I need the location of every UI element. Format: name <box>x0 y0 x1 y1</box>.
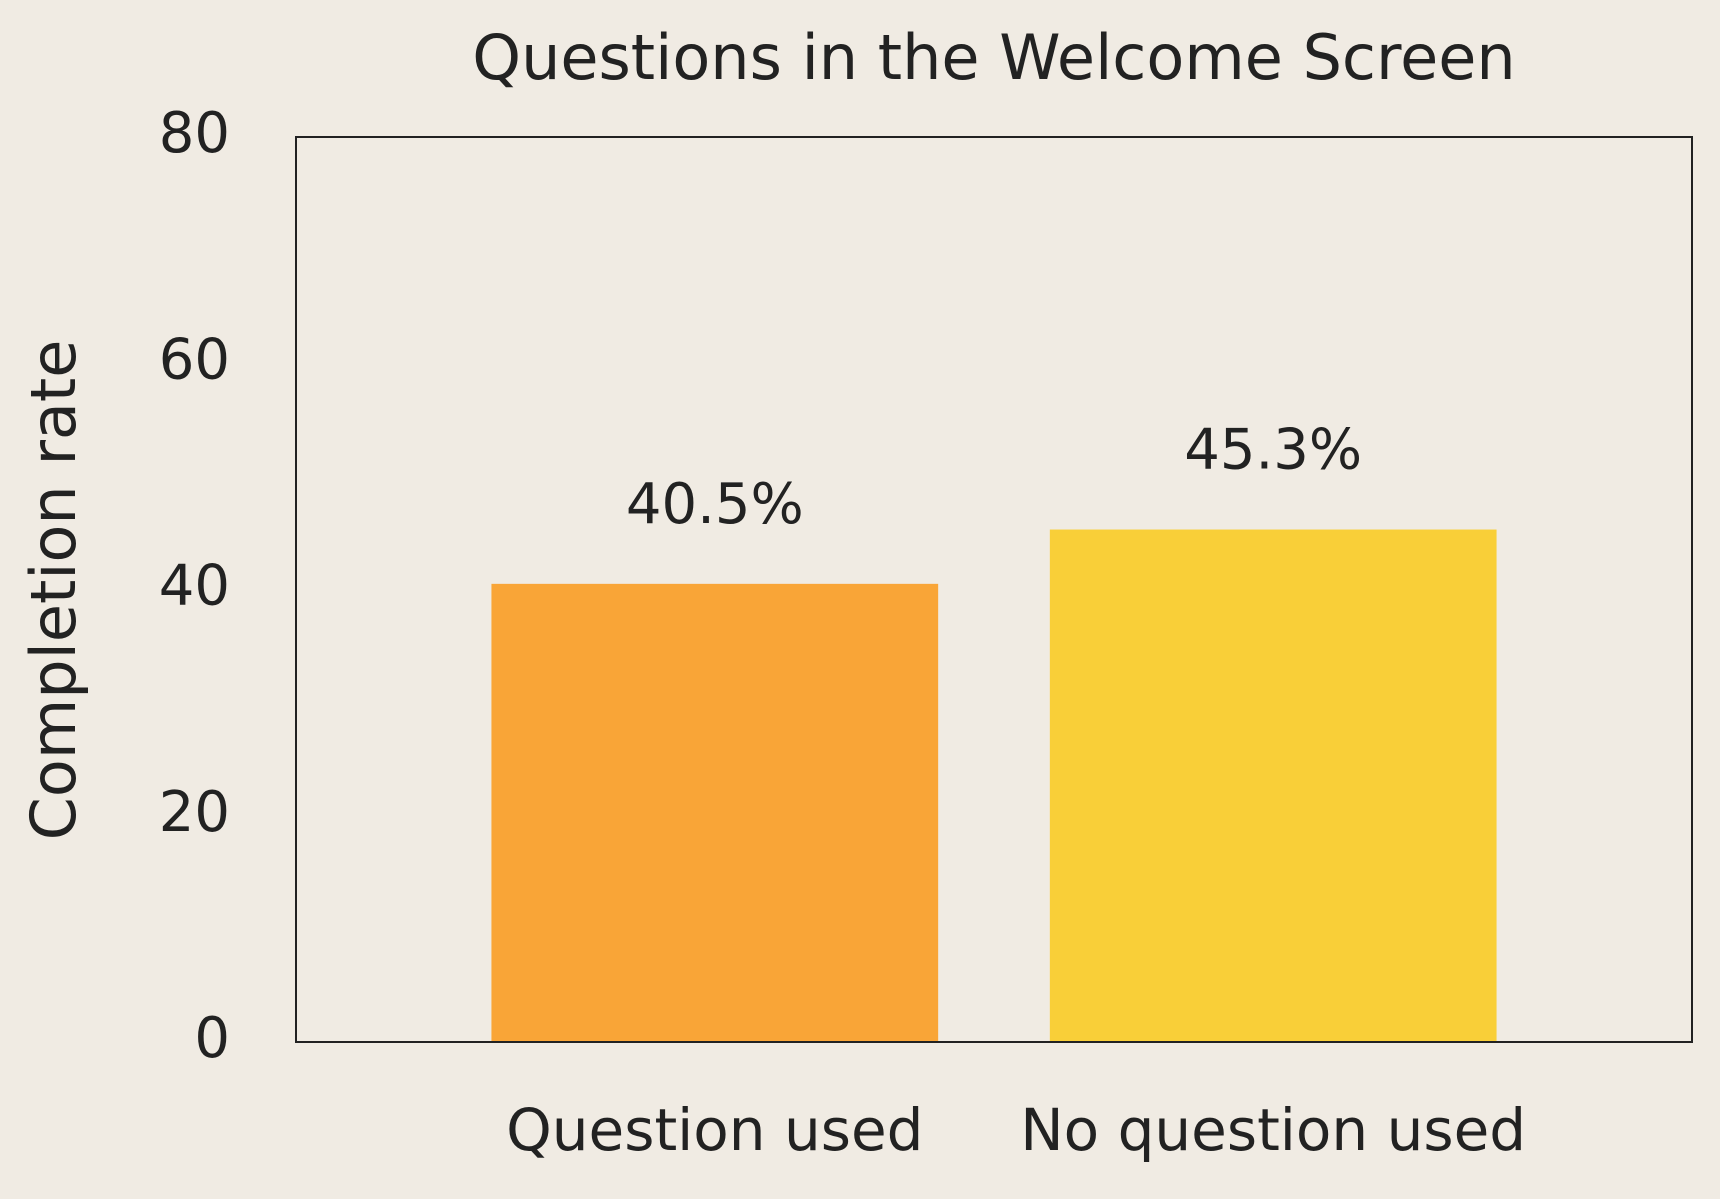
y-tick-label: 20 <box>159 780 230 845</box>
value-label: 45.3% <box>1184 418 1362 483</box>
chart-title: Questions in the Welcome Screen <box>472 21 1515 94</box>
bar <box>491 583 939 1042</box>
y-axis-label: Completion rate <box>17 340 90 841</box>
y-tick-label: 80 <box>159 101 230 166</box>
x-tick-label: Question used <box>506 1096 923 1164</box>
y-tick-label: 40 <box>159 554 230 619</box>
y-tick-label: 60 <box>159 327 230 392</box>
x-tick-label: No question used <box>1020 1096 1526 1164</box>
value-label: 40.5% <box>626 472 804 537</box>
y-tick-label: 0 <box>194 1006 230 1071</box>
bar <box>1049 529 1497 1042</box>
plot-frame <box>295 136 1693 1043</box>
